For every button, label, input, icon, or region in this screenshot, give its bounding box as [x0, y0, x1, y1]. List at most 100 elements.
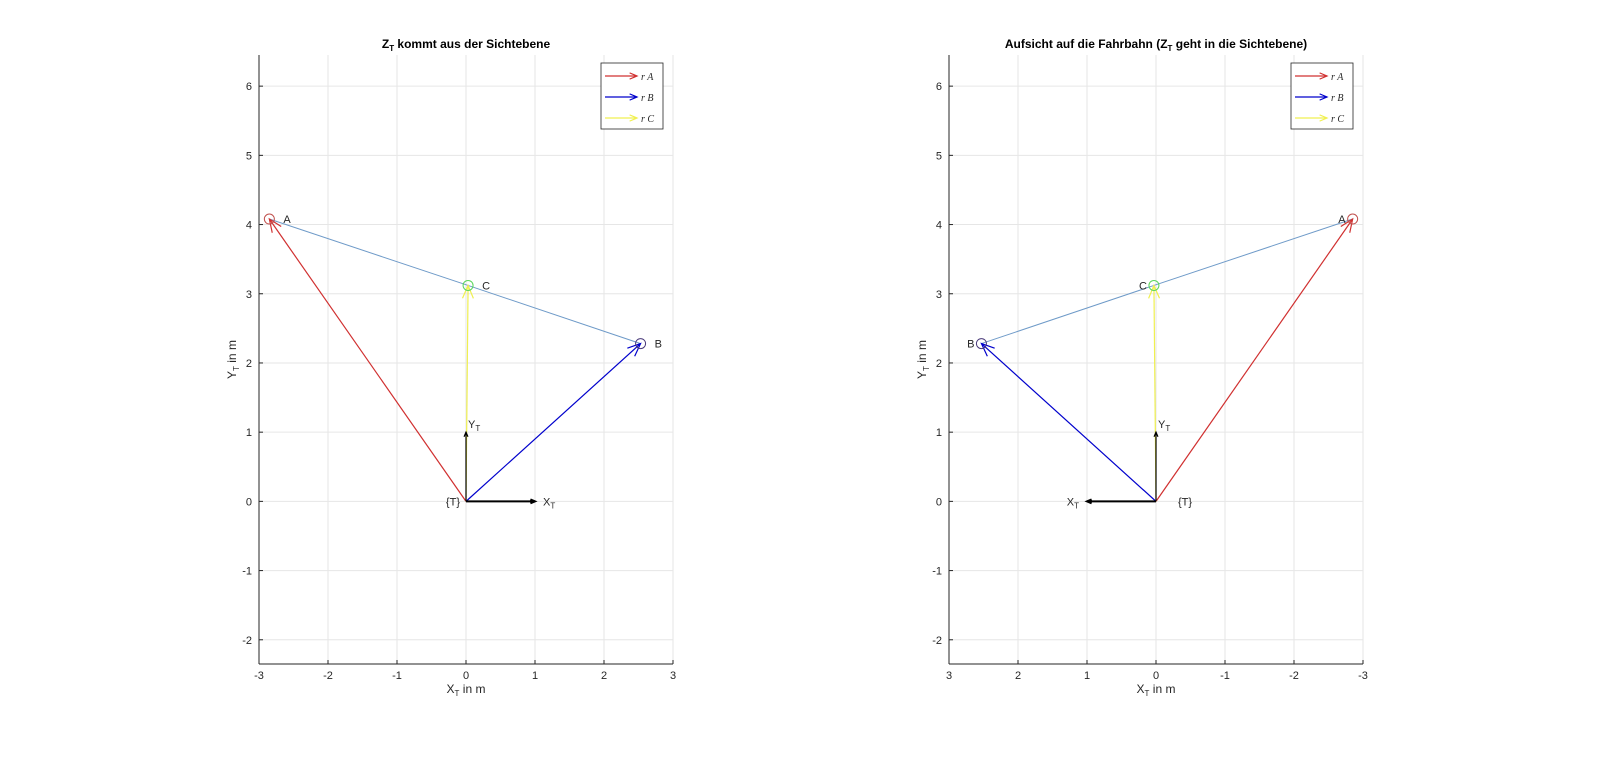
vector-a: [1155, 217, 1354, 502]
x-axis-label-rest: in m: [459, 682, 485, 696]
vector-b-shaft: [465, 343, 641, 502]
point-marker-c: [462, 279, 474, 291]
frame-axis-y: [1153, 430, 1159, 502]
point-label-c: C: [482, 280, 490, 292]
frame-axis-label: XT: [543, 496, 555, 510]
y-axis-label-rest: in m: [915, 340, 929, 366]
chart-title: Aufsicht auf die Fahrbahn (ZT geht in di…: [1005, 37, 1307, 53]
legend-item: r C: [605, 114, 654, 125]
triangle-edge: [981, 284, 1155, 345]
frame-axis-x-head: [530, 498, 538, 505]
legend-swatch: [605, 72, 639, 80]
frame-axis-name: X: [543, 496, 551, 508]
x-axis-label-main: X: [1137, 682, 1145, 696]
origin-label: {T}: [1178, 496, 1192, 508]
frame-axis-sub: T: [475, 424, 480, 433]
point-marker-b: [635, 338, 647, 350]
legend-label: r B: [641, 93, 654, 104]
y-tick-label: -1: [932, 566, 942, 578]
x-tick-label: 0: [1153, 670, 1159, 682]
frame-axis-y-head: [463, 430, 469, 438]
frame-axis-sub: T: [1165, 424, 1170, 433]
y-axis-label-subscript: T: [922, 366, 931, 371]
y-tick-label: 5: [246, 150, 252, 162]
legend-swatch: [1295, 93, 1329, 101]
y-tick-label: 1: [246, 427, 252, 439]
y-tick-label: -1: [242, 566, 252, 578]
x-axis-label-subscript: T: [455, 689, 460, 698]
vector-b: [465, 342, 642, 502]
frame-axis-label: YT: [1158, 419, 1170, 433]
y-axis-label-subscript: T: [232, 366, 241, 371]
x-tick-label: 2: [601, 670, 607, 682]
grid: [258, 55, 674, 664]
y-tick-label: 3: [936, 289, 942, 301]
triangle: [269, 218, 641, 345]
legend-swatch-head: [1319, 93, 1329, 101]
x-tick-label: -1: [1220, 670, 1230, 682]
vector-c-head: [1148, 283, 1161, 299]
y-axis-label: YT in m: [225, 340, 241, 379]
x-tick-label: -3: [254, 670, 264, 682]
chart-title-rest: geht in die Sichtebene): [1172, 37, 1307, 51]
legend: r A r B r C: [600, 62, 664, 130]
legend-label: r C: [1331, 114, 1344, 125]
legend-swatch: [605, 114, 639, 122]
x-tick-label: -2: [1289, 670, 1299, 682]
vector-a-head: [1340, 217, 1354, 233]
vector-b: [980, 342, 1157, 502]
x-tick-label: 3: [670, 670, 676, 682]
point-label-c: C: [1139, 280, 1147, 292]
point-marker-c: [1148, 279, 1160, 291]
origin-label: {T}: [446, 496, 460, 508]
y-axis-label-main: Y: [915, 371, 929, 379]
frame-axis-label: YT: [468, 419, 480, 433]
legend-swatch-head: [629, 93, 639, 101]
y-tick-label: -2: [242, 635, 252, 647]
legend: r A r B r C: [1290, 62, 1354, 130]
y-tick-label: 0: [246, 496, 252, 508]
vector-b-head: [980, 342, 995, 357]
y-axis-label-rest: in m: [225, 340, 239, 366]
y-tick-label: 6: [246, 81, 252, 93]
legend-swatch-head: [1319, 72, 1329, 80]
point-marker-a: [1347, 213, 1359, 225]
frame-axis-name: Y: [468, 419, 476, 431]
x-tick-label: -2: [323, 670, 333, 682]
triangle-edge: [467, 284, 641, 345]
legend-swatch: [1295, 114, 1329, 122]
y-tick-label: 0: [936, 496, 942, 508]
vector-a-shaft: [1155, 218, 1354, 502]
chart-2: 3 2 1 0 -1 -2 -3 -2 -1 0 1 2 3 4 5 6 Aufsicht auf die Fa…: [915, 37, 1368, 698]
legend-swatch: [605, 93, 639, 101]
legend-label: r A: [1331, 72, 1344, 83]
x-tick-label: -1: [392, 670, 402, 682]
legend-item: r B: [1295, 93, 1344, 104]
triangle-edge: [1153, 218, 1353, 286]
grid: [948, 55, 1364, 664]
y-tick-label: 4: [246, 220, 252, 232]
y-axis-label-main: Y: [225, 371, 239, 379]
y-tick-label: 3: [246, 289, 252, 301]
triangle-edge: [269, 218, 469, 286]
x-tick-label: 1: [532, 670, 538, 682]
point-marker-b: [975, 338, 987, 350]
frame-axis-x-head: [1084, 498, 1092, 505]
x-axis-label: XT in m: [447, 682, 486, 698]
y-tick-label: -2: [932, 635, 942, 647]
legend-label: r B: [1331, 93, 1344, 104]
vector-b-head: [627, 342, 642, 357]
chart-title-rest: kommt aus der Sichtebene: [394, 37, 550, 51]
legend-swatch-head: [629, 72, 639, 80]
legend-item: r C: [1295, 114, 1344, 125]
point-label-b: B: [967, 339, 974, 351]
legend-label: r C: [641, 114, 654, 125]
legend-item: r B: [605, 93, 654, 104]
legend-swatch-head: [1319, 114, 1329, 122]
chart-title-main: Z: [382, 37, 389, 51]
point-label-a: A: [283, 214, 291, 226]
y-tick-label: 1: [936, 427, 942, 439]
legend-item: r A: [605, 72, 654, 83]
